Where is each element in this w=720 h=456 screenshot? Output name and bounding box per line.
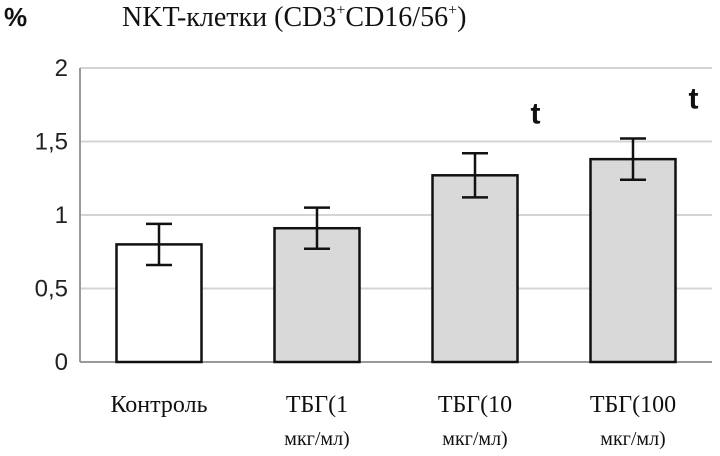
chart-title-sup2: + [448,2,457,19]
chart-title-sup1: + [336,2,345,19]
y-tick-label: 2 [55,55,68,82]
x-tick-label-line2: мкг/мл) [284,428,349,450]
bar [273,226,361,364]
chart-title-end: ) [457,2,466,33]
y-tick-label: 0,5 [35,276,68,303]
x-tick-label: ТБГ(100 [590,392,676,418]
y-tick-label: 1,5 [35,129,68,156]
bar [431,174,519,364]
chart-title-mid: CD16/56 [345,2,448,33]
x-tick-label-line2: мкг/мл) [442,428,507,450]
y-tick-label: 1 [55,202,68,229]
chart-title-main: NKT-клетки (CD3 [122,2,336,33]
x-tick-label: ТБГ(10 [438,392,512,418]
x-tick-label: Контроль [110,392,207,418]
y-axis-label: % [4,2,27,32]
significance-marker: t [689,83,699,116]
x-tick-label: ТБГ(1 [286,392,348,418]
y-tick-label: 0 [55,349,68,376]
x-tick-label-line2: мкг/мл) [600,428,665,450]
significance-marker: t [531,97,541,130]
chart-title: NKT-клетки (CD3+CD16/56+) [122,2,466,33]
bar [589,157,677,364]
